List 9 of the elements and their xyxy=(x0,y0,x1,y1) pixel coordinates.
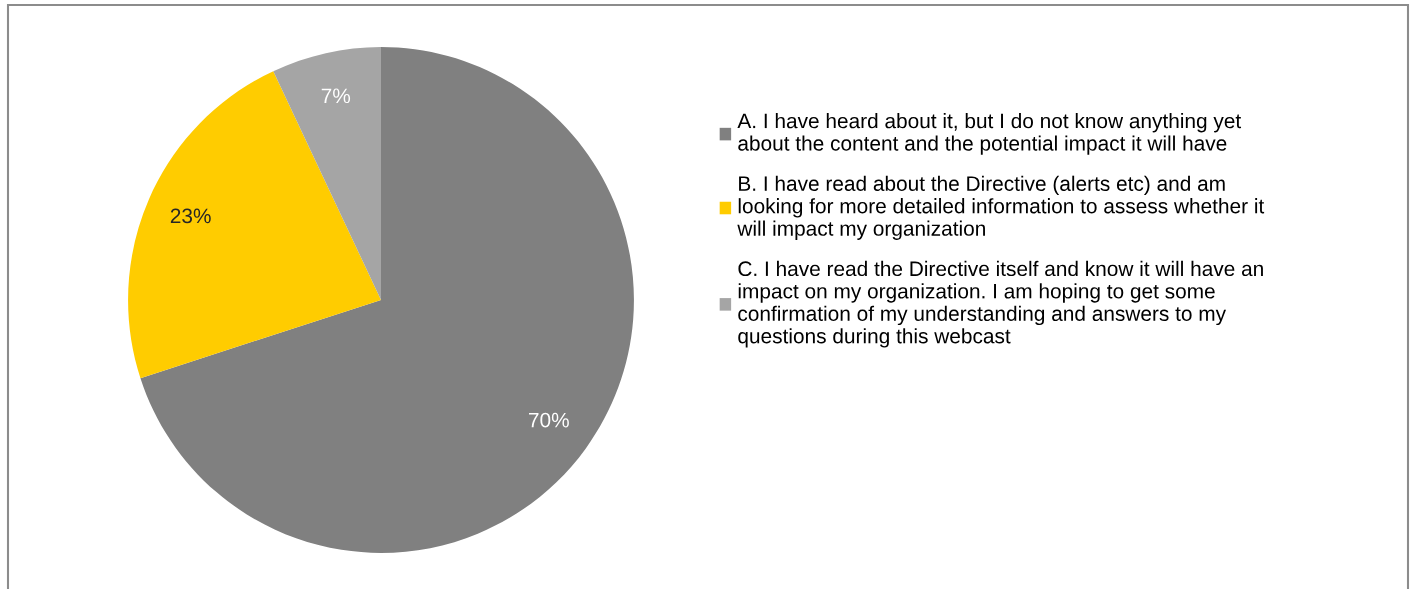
pie-slice xyxy=(128,71,381,379)
legend-label: A. I have heard about it, but I do not know anything yet about the content and the potential impact it will have xyxy=(737,112,1242,155)
data-label: 7% xyxy=(321,88,351,104)
legend-label: C. I have read the Directive itself and know it will have an impact on my organization. I am hoping to get some confirmation of my understanding and answers to my questions during this webcast xyxy=(738,260,1263,348)
pie-slice xyxy=(273,47,381,300)
data-label: 23% xyxy=(170,208,211,224)
data-label: 70% xyxy=(529,412,569,428)
pie-slice xyxy=(140,47,634,553)
legend-label: B. I have read about the Directive (alerts etc) and am looking for more detailed information to assess whether it will impact my organization xyxy=(737,175,1265,240)
